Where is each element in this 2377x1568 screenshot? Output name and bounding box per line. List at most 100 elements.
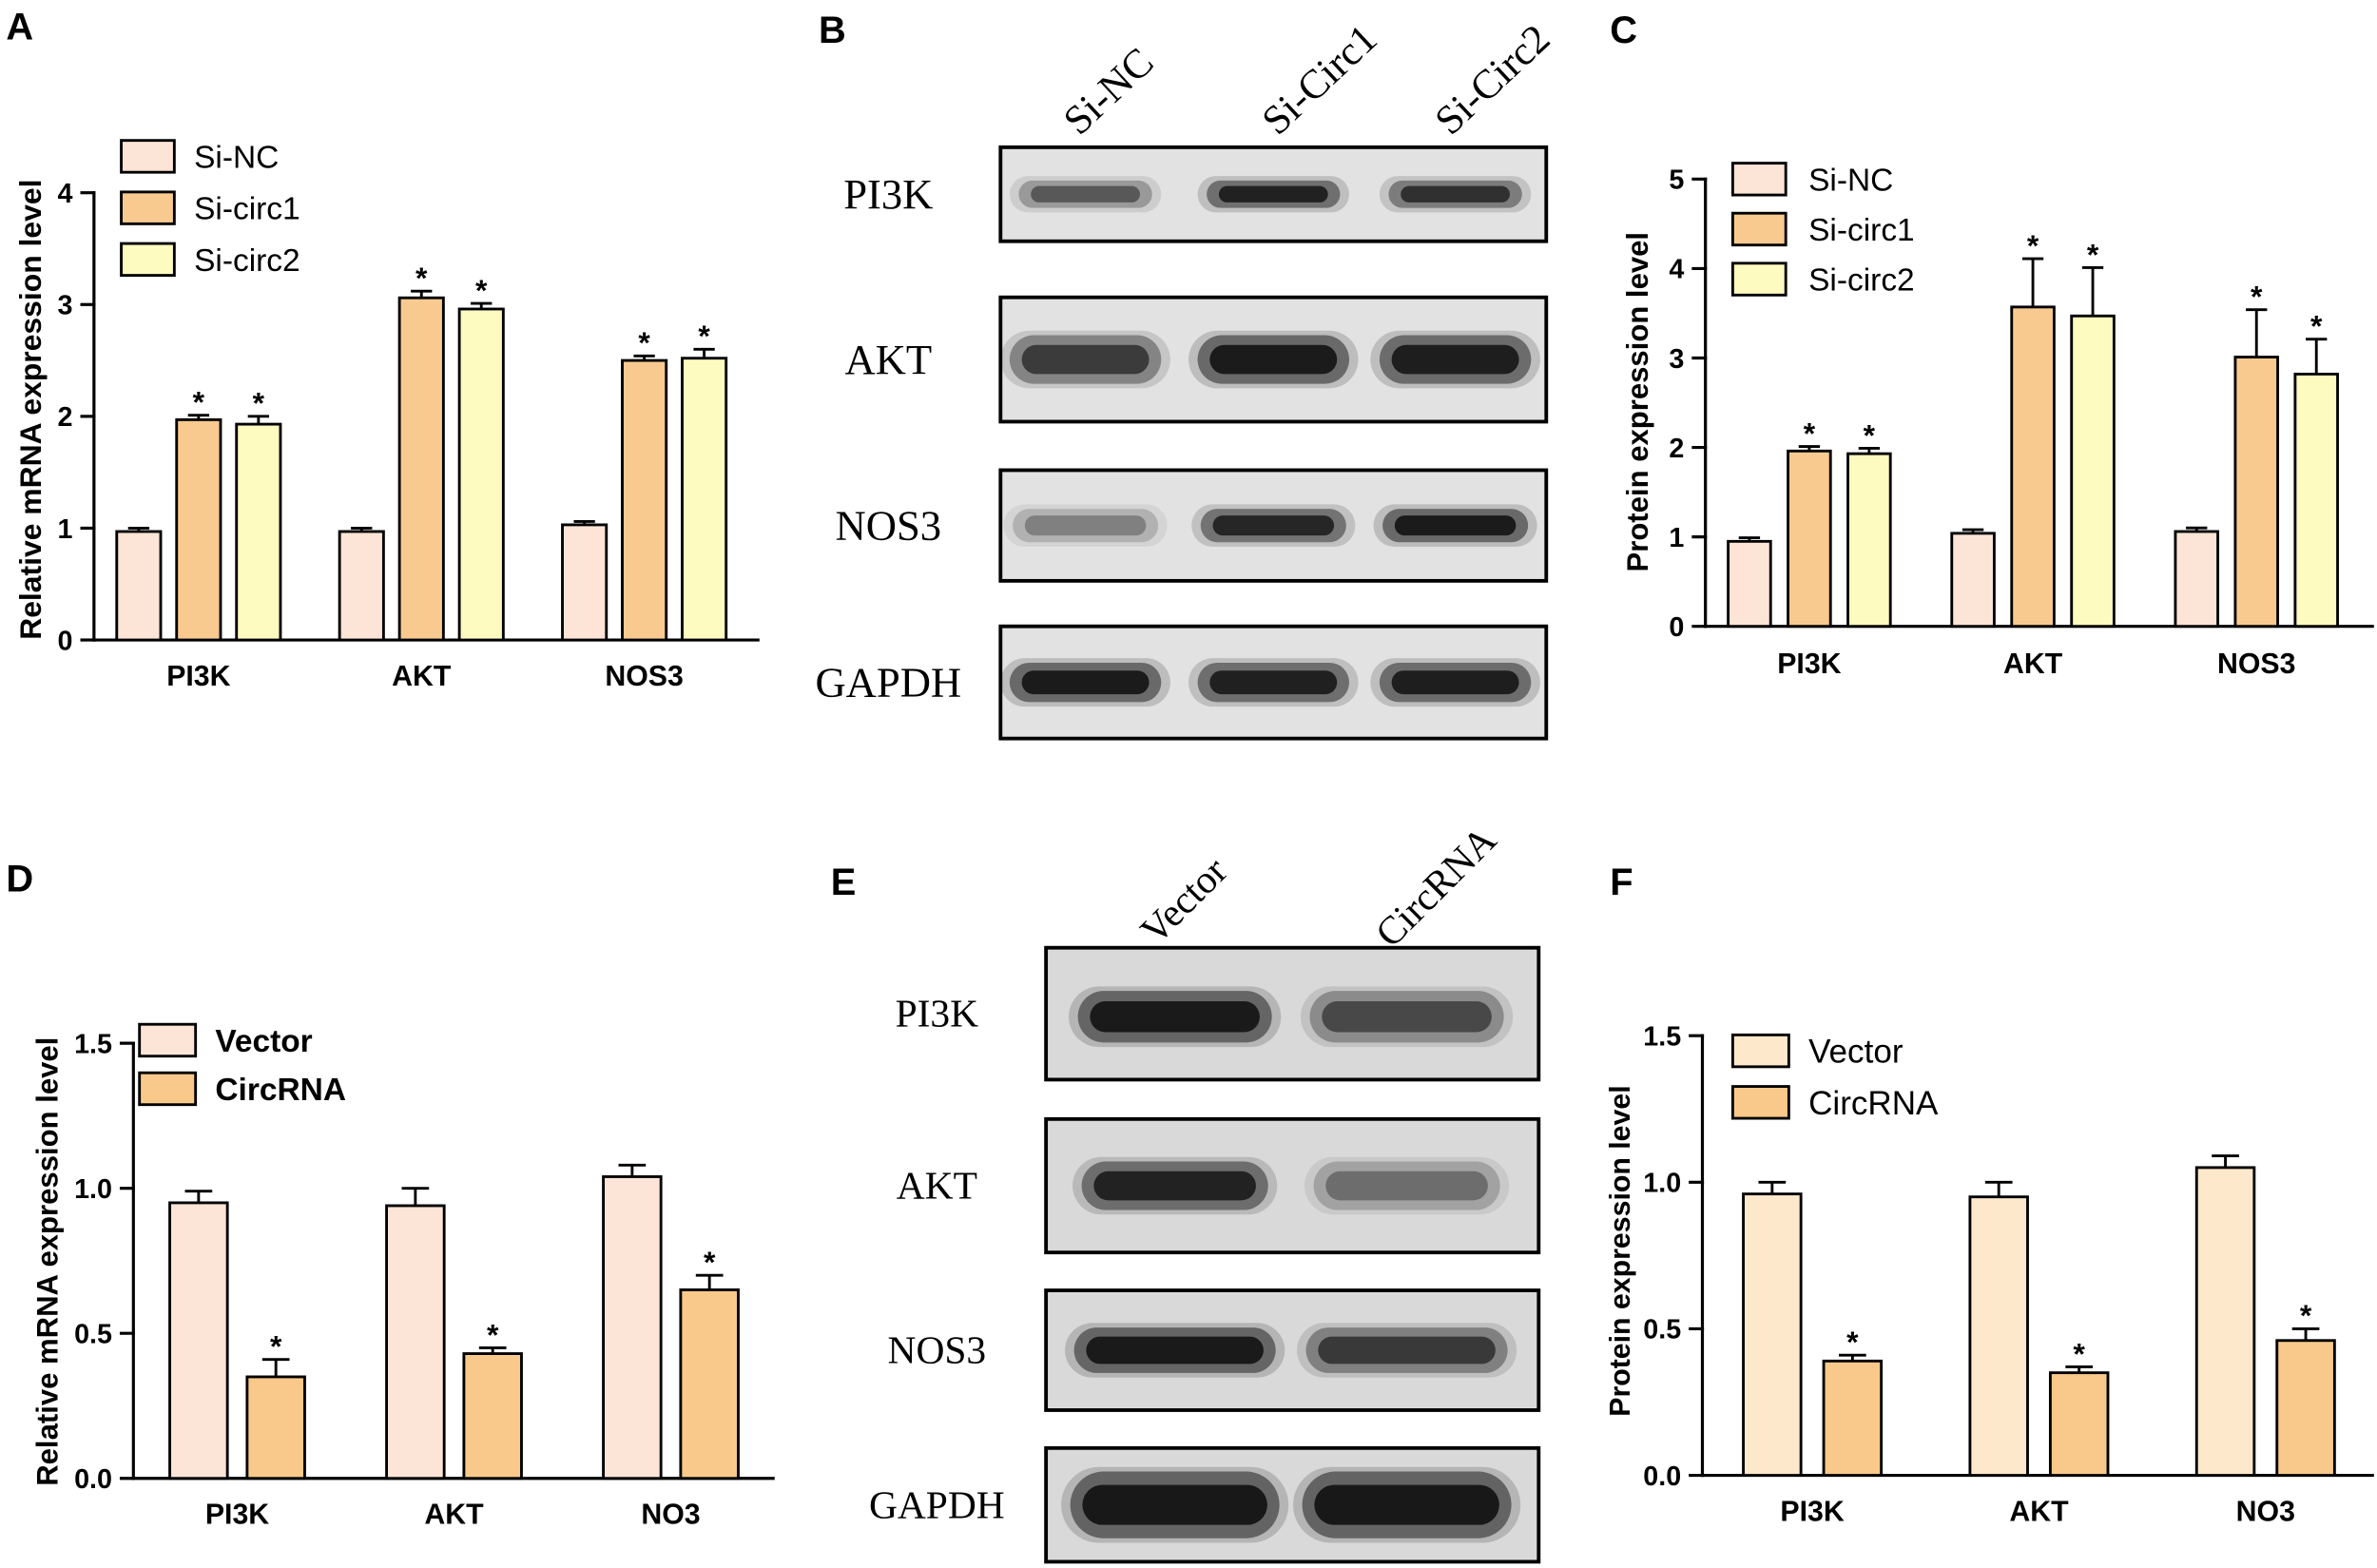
blot-row-label-nos3: NOS3 [888,1328,987,1372]
bar-si-nc-nos3 [2174,530,2220,629]
y-tick-label: 4 [58,179,73,209]
significance-mark-si-circ1-nos3: * [2251,279,2263,313]
significance-mark-si-circ2-pi3k: * [1864,417,1876,452]
y-tick-label: 1.0 [1643,1169,1681,1199]
significance-mark-si-circ2-nos3: * [698,319,710,353]
legend-label-circrna: CircRNA [215,1073,346,1108]
legend-swatch-si-nc [1730,162,1788,197]
bar-si-circ1-pi3k [175,417,222,642]
y-tick-label: 2 [1669,434,1684,464]
legend-swatch-si-circ1 [120,190,176,225]
significance-mark-si-circ1-pi3k: * [193,384,205,418]
y-axis-title: Relative mRNA expression level [31,1037,65,1486]
band-core [1394,515,1517,536]
bar-vector-pi3k [168,1201,229,1481]
bar-si-circ1-nos3 [621,358,668,642]
band-body [1018,180,1152,208]
blot-row-pi3k: PI3K [896,945,1541,1082]
band-core [1021,670,1150,695]
band-core [1031,185,1140,203]
blot-row-label-akt: AKT [897,1164,977,1208]
legend-swatch-circrna [1730,1085,1790,1120]
band-core [1021,344,1150,375]
band-core [1391,670,1519,695]
band-gapdh-vector [1061,1466,1289,1543]
bar-vector-pi3k [1742,1192,1803,1477]
x-tick-label-pi3k: PI3K [205,1500,269,1531]
significance-mark-circrna-akt: * [2073,1336,2085,1370]
y-tick-label: 1 [1669,523,1684,553]
panel-label-c: C [1610,10,1637,51]
panel-label-e: E [831,861,857,903]
band-core [1209,344,1338,375]
y-tick-label: 5 [1669,165,1684,196]
bar-circrna-no3 [2275,1339,2336,1477]
x-tick-label-akt: AKT [392,661,452,692]
bar-si-circ2-akt [2070,314,2116,629]
blot-row-pi3k: PI3K [843,145,1549,243]
x-tick-label-pi3k: PI3K [1780,1496,1844,1527]
panel-label-b: B [819,10,846,51]
bar-vector-no3 [2194,1166,2256,1477]
bar-si-circ1-akt [397,296,445,642]
bar-si-nc-pi3k [115,530,163,642]
band-akt-si-circ1 [1188,330,1359,389]
bar-vector-akt [1968,1195,2029,1477]
x-tick-label-nos3: NOS3 [2217,648,2295,680]
legend-swatch-si-circ2 [1730,261,1788,297]
legend-swatch-vector [138,1022,198,1058]
legend-label-vector: Vector [1808,1034,1904,1071]
legend-label-si-nc: Si-NC [1808,163,1893,198]
legend-label-si-circ1: Si-circ1 [194,192,300,227]
band-core [1209,670,1338,695]
band-pi3k-circrna [1300,986,1514,1048]
band-core [1322,1000,1492,1033]
y-tick-label: 1.0 [74,1174,112,1205]
x-tick-label-pi3k: PI3K [1777,648,1841,680]
legend-swatch-vector [1730,1033,1790,1069]
blot-row-label-pi3k: PI3K [896,992,979,1036]
y-tick-label: 0.5 [74,1320,112,1350]
chart-a: Relative mRNA expression level 0 1 2 3 4 PI3K *… [13,139,760,692]
legend-label-si-circ1: Si-circ1 [1808,213,1915,248]
bar-si-circ1-pi3k [1787,449,1832,629]
bar-vector-akt [385,1204,446,1481]
y-axis-title: Protein expression level [1621,232,1654,572]
band-nos3-si-circ2 [1373,504,1537,547]
band-pi3k-si-circ2 [1379,176,1532,213]
blot-row-gapdh: GAPDH [815,624,1549,741]
bar-si-circ1-akt [2010,305,2056,629]
x-tick-label-pi3k: PI3K [166,661,230,692]
bar-si-circ2-nos3 [681,357,728,642]
y-tick-label: 0 [58,626,73,656]
x-tick-label-akt: AKT [2009,1496,2069,1527]
legend-swatch-si-nc [120,139,176,174]
bar-si-nc-pi3k [1727,539,1772,629]
band-body [1313,1161,1500,1210]
bar-circrna-pi3k [245,1375,306,1481]
band-core [1212,515,1335,536]
blot-row-label-pi3k: PI3K [843,170,933,218]
bar-si-circ2-akt [457,307,505,642]
legend-swatch-si-circ2 [120,242,176,278]
band-core [1093,1171,1256,1201]
significance-mark-si-circ2-nos3: * [2310,309,2323,343]
band-gapdh-circrna [1293,1466,1521,1543]
y-axis-title: Relative mRNA expression level [13,180,48,640]
band-core [1090,1000,1260,1033]
significance-mark-si-circ1-akt: * [415,261,428,295]
bar-si-nc-akt [338,530,385,642]
band-core [1082,1484,1267,1525]
y-tick-label: 2 [58,402,73,433]
legend-label-circrna: CircRNA [1808,1085,1939,1122]
bar-si-circ2-pi3k [1846,452,1892,629]
band-core [1401,185,1511,203]
y-tick-label: 4 [1669,255,1684,285]
band-akt-vector [1073,1156,1278,1215]
band-pi3k-si-circ1 [1197,176,1350,213]
band-nos3-si-circ1 [1191,504,1356,547]
chart-f: Protein expression level 0.0 0.5 1.0 1.5 PI3K… [1605,1022,2374,1527]
